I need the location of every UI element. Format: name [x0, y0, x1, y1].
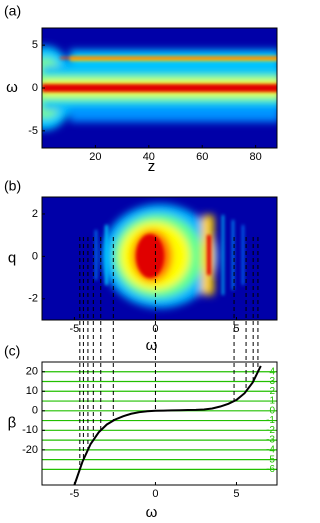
x-tick-label: 60	[196, 151, 208, 163]
mode-label: 1	[269, 396, 275, 407]
dispersion-curve	[73, 365, 262, 486]
x-tick-label: 5	[233, 323, 239, 335]
x-tick-label: -5	[70, 323, 80, 335]
panel-label: (b)	[4, 178, 21, 194]
x-tick-label: -5	[70, 488, 80, 500]
x-axis-label: ω	[146, 504, 158, 521]
y-tick-label: 0	[32, 82, 38, 94]
x-tick-label: 0	[152, 488, 158, 500]
y-tick-label: -20	[22, 444, 38, 456]
y-axis-label: q	[8, 249, 16, 266]
x-tick-label: 5	[233, 488, 239, 500]
x-tick-label: 80	[250, 151, 262, 163]
x-tick-label: 40	[143, 151, 155, 163]
mode-label: -6	[266, 464, 275, 475]
y-axis-label: β	[8, 414, 17, 431]
heatmap-b	[42, 197, 277, 320]
y-tick-label: -10	[22, 424, 38, 436]
mode-label: -1	[266, 415, 275, 426]
y-tick-label: 10	[26, 385, 38, 397]
y-tick-label: 5	[32, 39, 38, 51]
y-tick-label: -2	[28, 293, 38, 305]
x-axis-label: ω	[146, 337, 158, 354]
mode-label: 2	[269, 386, 275, 397]
mode-label: 3	[269, 376, 275, 387]
panel-label: (c)	[4, 343, 20, 359]
y-tick-label: 0	[32, 250, 38, 262]
heatmap-a	[42, 28, 277, 148]
x-axis-label: z	[148, 158, 156, 175]
y-tick-label: 0	[32, 405, 38, 417]
y-tick-label: -5	[28, 125, 38, 137]
y-tick-label: 2	[32, 208, 38, 220]
mode-label: 4	[269, 366, 275, 377]
figure: (a)zω20406080-505(b)ωq-505-202(c)ωβ43210…	[4, 3, 278, 521]
x-tick-label: 20	[89, 151, 101, 163]
mode-label: -2	[266, 425, 275, 436]
plot-frame	[41, 196, 278, 321]
y-axis-label: ω	[6, 79, 18, 96]
mode-label: -4	[266, 444, 275, 455]
mode-label: -3	[266, 435, 275, 446]
mode-label: -5	[266, 454, 275, 465]
plot-frame	[41, 361, 278, 486]
y-tick-label: 20	[26, 366, 38, 378]
panel-label: (a)	[4, 3, 21, 19]
mode-label: 0	[269, 405, 275, 416]
